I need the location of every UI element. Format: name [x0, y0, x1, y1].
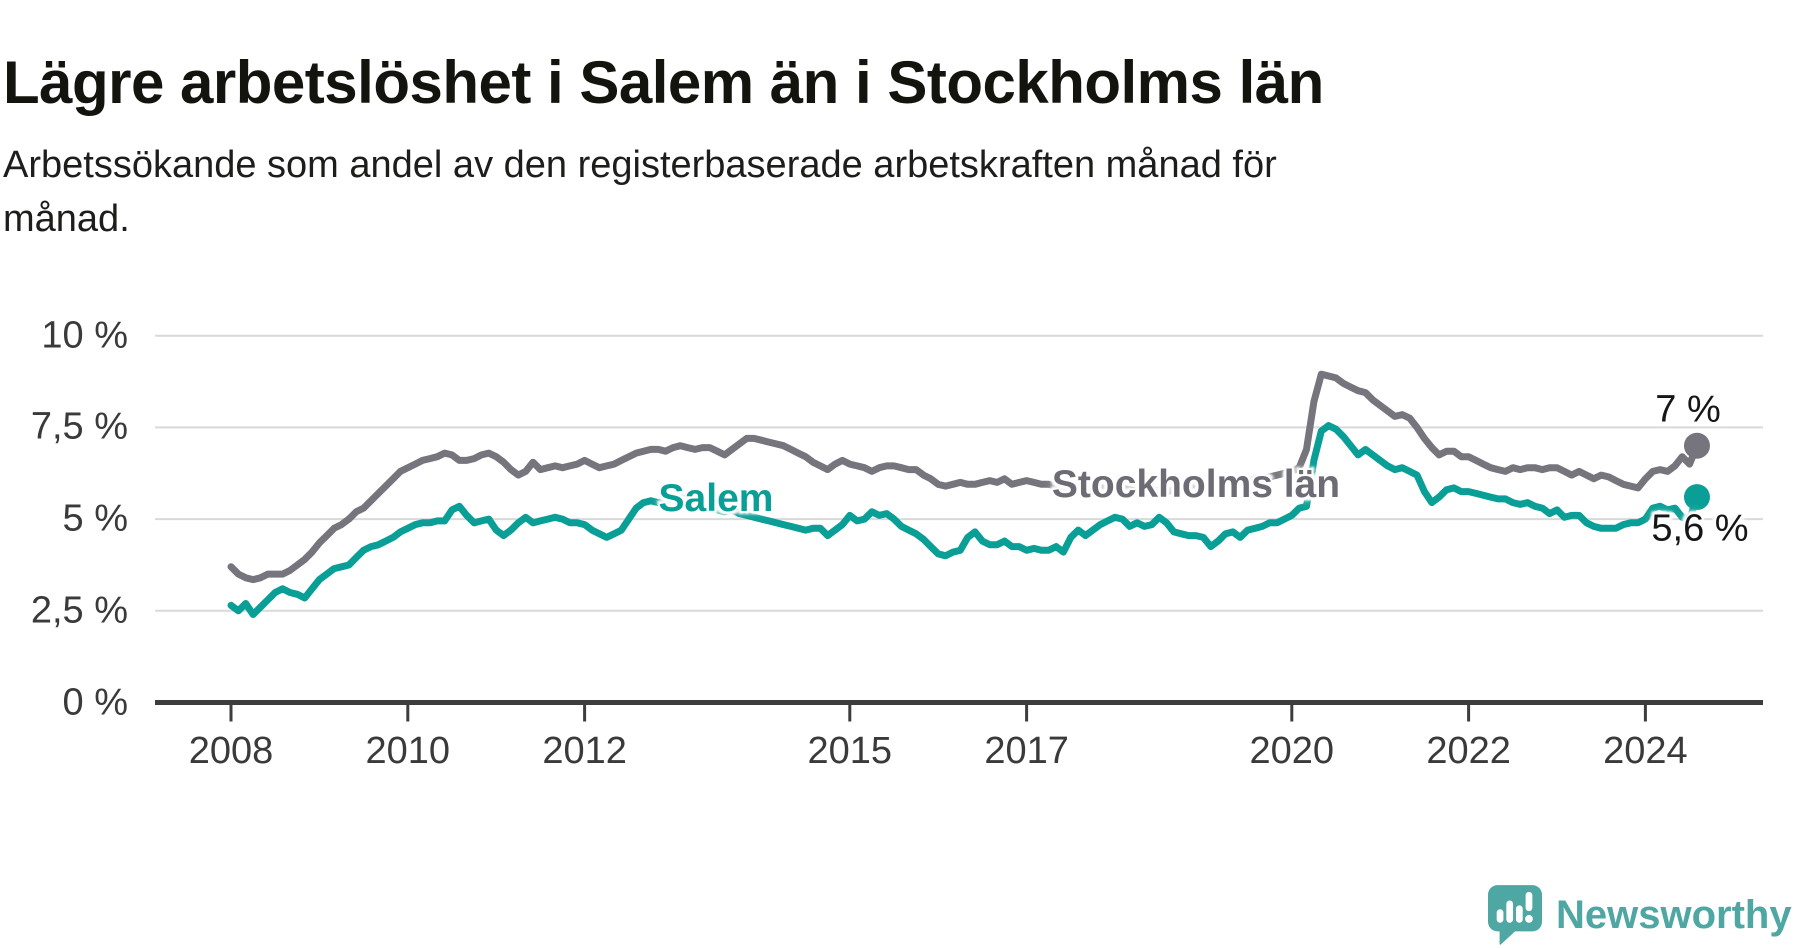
subtitle-line-1: Arbetssökande som andel av den registerb… [3, 144, 1277, 186]
series-end-dot-0 [1683, 432, 1710, 459]
series-line-0 [227, 370, 1701, 584]
subtitle-line-2: månad. [3, 198, 130, 240]
newsworthy-logo: Newsworthy [1488, 884, 1792, 946]
newsworthy-logo-icon [1488, 885, 1542, 945]
series-line-1 [227, 422, 1701, 618]
page-title: Lägre arbetslöshet i Salem än i Stockhol… [3, 49, 1324, 117]
series-end-dot-1 [1683, 484, 1710, 511]
chart-subtitle: Arbetssökande som andel av den registerb… [3, 138, 1523, 246]
newsworthy-logo-text: Newsworthy [1556, 892, 1792, 937]
